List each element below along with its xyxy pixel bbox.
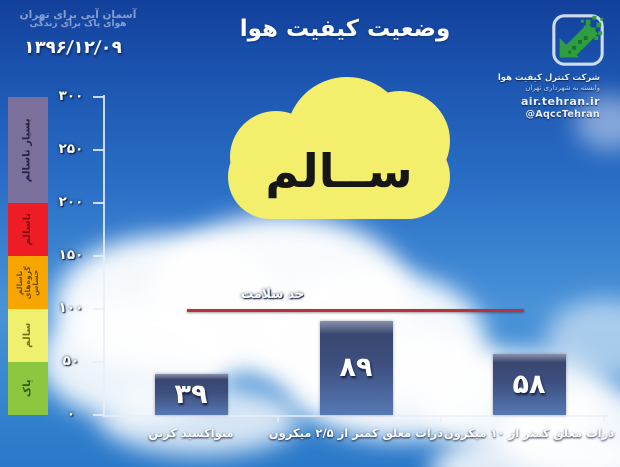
health-limit-line	[187, 309, 524, 312]
aqi-scale-label: ناسالم	[21, 213, 33, 246]
y-axis-tick	[93, 149, 104, 151]
date-label: ۱۳۹۶/۱۲/۰۹	[22, 38, 124, 58]
aqi-scale-label: پاک	[21, 379, 33, 398]
y-axis-tick	[93, 361, 104, 363]
org-name: شرکت کنترل کیفیت هوا	[497, 73, 600, 83]
bar-value-label: ۸۹	[339, 352, 373, 384]
y-axis-tick-label: ۳۰۰	[58, 88, 84, 104]
y-axis-tick-label: ۵۰	[62, 353, 80, 369]
aqcc-logo-icon	[549, 11, 607, 69]
org-social-handle: @AqccTehran	[525, 109, 600, 120]
yellow-cloud-icon	[228, 135, 450, 219]
org-website: air.tehran.ir	[520, 95, 600, 108]
aqi-scale-block: بسیار ناسالم	[8, 97, 48, 203]
y-axis-tick-label: ۱۵۰	[58, 247, 84, 263]
bar: ۵۸	[492, 353, 566, 415]
y-axis-tick-label: ۲۰۰	[58, 194, 84, 210]
status-label: ســالم	[265, 144, 413, 198]
category-label: ذرات معلق کمتر از ۲/۵ میکرون	[268, 426, 444, 440]
org-subtitle: وابسته به شهرداری تهران	[525, 84, 600, 92]
aqi-scale-label: بسیار ناسالم	[21, 118, 33, 182]
category-label: منواکسید کربن	[148, 426, 234, 440]
y-axis-line	[103, 95, 105, 416]
x-axis-tick	[603, 417, 605, 422]
aqi-scale-block: پاک	[8, 362, 48, 415]
y-axis-tick-label: ۱۰۰	[58, 300, 84, 316]
y-axis-tick	[93, 255, 104, 257]
watermark-line2: هوای پاک برای زندگی	[29, 19, 127, 30]
aqi-scale-block: ناسالم	[8, 203, 48, 256]
y-axis-tick	[93, 202, 104, 204]
y-axis-tick-label: ۰	[66, 406, 76, 422]
bar-value-label: ۵۸	[512, 368, 546, 400]
aqi-scale-label: سالم	[21, 322, 33, 349]
x-axis-tick	[277, 417, 279, 422]
org-info: شرکت کنترل کیفیت هوا وابسته به شهرداری ت…	[460, 73, 600, 120]
y-axis-tick-label: ۲۵۰	[58, 141, 84, 157]
health-limit-label: حد سلامت	[240, 286, 305, 301]
status-cloud: ســالم	[228, 77, 450, 222]
aqi-scale-block: سالم	[8, 309, 48, 362]
x-axis-line	[103, 415, 608, 417]
aqi-scale-label: ناسالم گروه‌های حساس	[15, 266, 40, 300]
y-axis-tick	[93, 308, 104, 310]
y-axis-tick	[93, 414, 104, 416]
bar: ۸۹	[319, 320, 393, 415]
page-title: وضعیت کیفیت هوا	[239, 16, 451, 42]
watermark-line1: آسمان آبی برای تهران	[19, 9, 137, 21]
y-axis-tick	[93, 96, 104, 98]
bar: ۳۹	[154, 373, 228, 415]
campaign-watermark: آسمان آبی برای تهران هوای پاک برای زندگی	[14, 9, 142, 29]
aqi-scale-block: ناسالم گروه‌های حساس	[8, 256, 48, 309]
bar-value-label: ۳۹	[174, 378, 208, 410]
x-axis-tick	[440, 417, 442, 422]
category-label: ذرات معلق کمتر از ۱۰ میکرون	[443, 426, 615, 440]
